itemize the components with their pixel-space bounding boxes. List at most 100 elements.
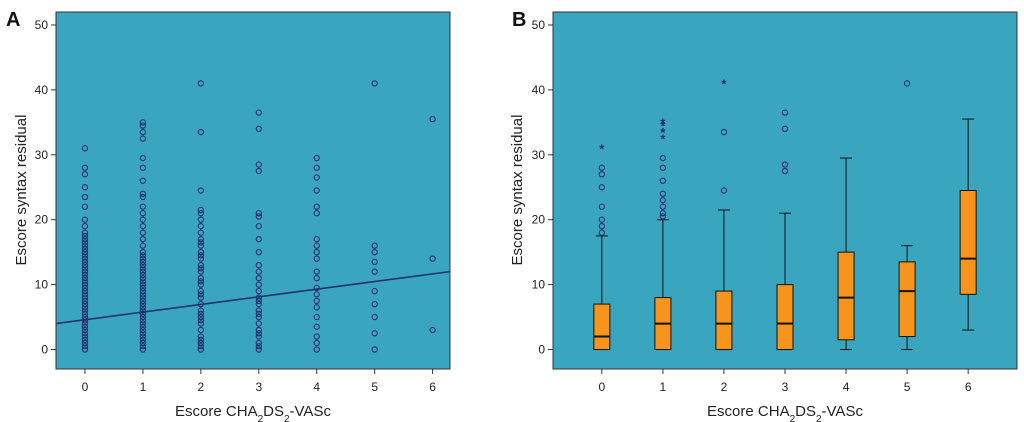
scatter-point — [81, 339, 89, 347]
scatter-point — [139, 122, 147, 129]
panel-b-y-tick-label: 10 — [532, 278, 546, 292]
scatter-point — [255, 310, 262, 317]
box-category-1: **** — [654, 115, 672, 351]
scatter-point — [139, 119, 147, 126]
panel-b-y-axis-label: Escore syntax residual — [509, 115, 526, 266]
scatter-point — [197, 255, 205, 262]
scatter-point — [139, 271, 147, 279]
outlier-point — [598, 229, 605, 236]
scatter-point — [371, 249, 378, 256]
panel-a-x-axis-label: Escore CHA2DS2-VASc — [175, 403, 331, 422]
scatter-point — [197, 223, 205, 230]
scatter-point — [255, 161, 262, 168]
scatter-point — [81, 274, 89, 282]
scatter-point — [81, 271, 89, 279]
scatter-point — [139, 255, 147, 262]
scatter-point — [139, 343, 147, 350]
scatter-point — [81, 252, 89, 259]
scatter-point — [255, 287, 262, 295]
scatter-point — [197, 307, 205, 314]
outlier-point — [781, 109, 789, 116]
outlier-point — [659, 190, 667, 197]
scatter-point — [81, 232, 89, 240]
scatter-point — [81, 278, 89, 285]
scatter-point — [81, 216, 89, 223]
scatter-point — [313, 304, 320, 311]
scatter-point — [197, 333, 205, 340]
scatter-point — [255, 261, 262, 269]
scatter-point — [81, 268, 89, 275]
scatter-point — [313, 203, 320, 210]
scatter-point — [313, 210, 320, 217]
scatter-point — [255, 297, 262, 304]
scatter-point — [197, 229, 205, 236]
panel-a-x-tick-label: 2 — [198, 380, 205, 394]
scatter-point — [139, 190, 147, 197]
scatter-point — [197, 268, 205, 275]
scatter-point — [197, 313, 205, 321]
outlier-point — [659, 177, 667, 184]
scatter-point — [197, 242, 205, 249]
scatter-point — [139, 265, 147, 272]
scatter-point — [371, 268, 378, 275]
scatter-point — [313, 323, 320, 330]
scatter-point — [255, 167, 262, 175]
box-category-0: * — [593, 141, 611, 351]
scatter-point — [81, 343, 89, 350]
scatter-point — [139, 210, 147, 217]
scatter-point — [197, 274, 205, 282]
outlier-point — [720, 128, 728, 136]
scatter-point — [139, 346, 147, 353]
scatter-point — [429, 255, 436, 262]
scatter-point — [197, 206, 205, 214]
iqr-box — [593, 303, 611, 351]
scatter-point — [255, 339, 262, 347]
scatter-point — [197, 210, 205, 217]
panel-a-y-axis-label: Escore syntax residual — [13, 115, 30, 266]
extreme-point: * — [660, 119, 666, 134]
scatter-point — [313, 255, 320, 262]
scatter-point — [197, 252, 205, 259]
scatter-point — [81, 304, 89, 311]
scatter-point — [81, 287, 89, 295]
scatter-point — [197, 265, 205, 272]
scatter-point — [197, 187, 205, 194]
scatter-point — [197, 310, 205, 317]
scatter-point — [255, 281, 262, 288]
scatter-point — [139, 223, 147, 230]
panel-b-marks: ****** — [593, 76, 977, 351]
scatter-point — [81, 203, 89, 210]
scatter-point — [197, 343, 205, 350]
scatter-point — [255, 249, 262, 256]
scatter-point — [81, 193, 89, 201]
scatter-point — [197, 287, 205, 295]
panel-a-y-tick-label: 10 — [35, 278, 49, 292]
scatter-point — [81, 236, 89, 243]
scatter-point — [197, 336, 205, 343]
panel-a-y-tick-label: 30 — [35, 148, 49, 162]
outlier-point — [659, 197, 667, 204]
panel-a-y-tick-label: 50 — [35, 18, 49, 32]
scatter-point — [81, 255, 89, 262]
outlier-point — [598, 171, 605, 178]
scatter-point — [139, 164, 147, 171]
scatter-point — [81, 330, 89, 337]
panel-b-letter: B — [512, 9, 526, 31]
outlier-point — [659, 154, 667, 162]
scatter-point — [139, 307, 147, 314]
panel-a-x-tick-label: 5 — [371, 380, 378, 394]
panel-a-letter: A — [6, 9, 20, 31]
scatter-point — [139, 284, 147, 292]
scatter-point — [81, 346, 89, 353]
scatter-point — [255, 307, 262, 314]
scatter-point — [81, 294, 89, 301]
scatter-point — [197, 261, 205, 269]
scatter-point — [371, 242, 378, 249]
scatter-point — [313, 154, 320, 162]
outlier-point — [720, 187, 728, 194]
scatter-point — [81, 242, 89, 249]
scatter-point — [139, 242, 147, 249]
outlier-point — [659, 210, 667, 217]
scatter-point — [313, 268, 320, 275]
scatter-point — [313, 291, 320, 298]
